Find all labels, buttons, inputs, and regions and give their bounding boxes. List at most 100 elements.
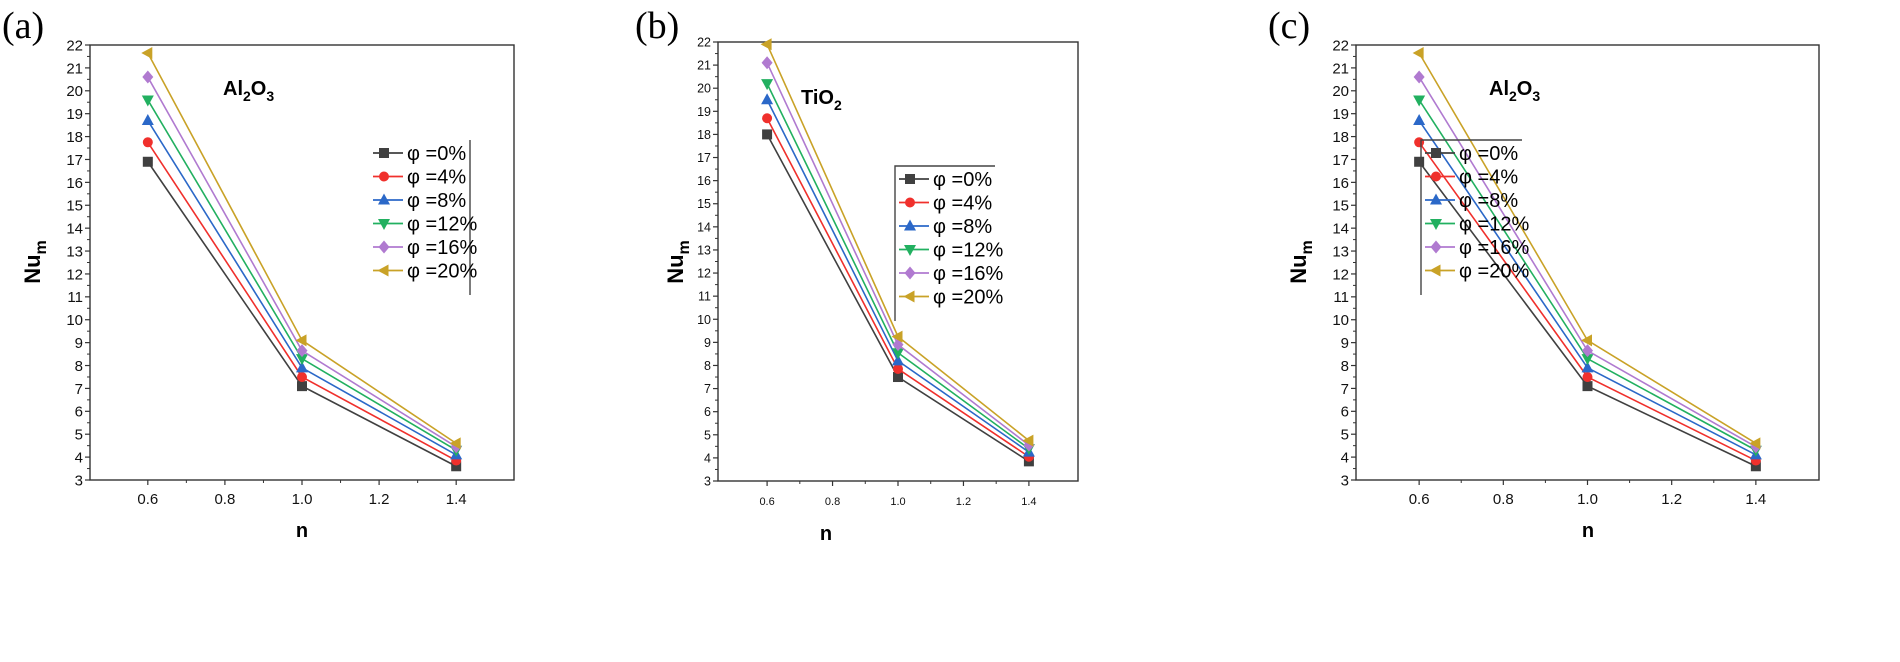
x-tick-label-b: 0.8 bbox=[825, 496, 840, 508]
x-tick-label-c: 1.4 bbox=[1745, 491, 1766, 508]
legend-b: φ =0%φ =4%φ =8%φ =12%φ =16%φ =20% bbox=[894, 165, 1003, 321]
y-tick-label-c: 7 bbox=[1341, 381, 1349, 398]
y-tick-label-a: 14 bbox=[66, 221, 83, 238]
data-point-a-3-0 bbox=[141, 95, 154, 107]
y-tick-label-b: 16 bbox=[697, 174, 711, 188]
y-tick-label-a: 3 bbox=[75, 472, 83, 489]
series-b-2 bbox=[761, 93, 1035, 457]
material-annotation-b: TiO2 bbox=[801, 87, 842, 113]
legend-c: φ =0%φ =4%φ =8%φ =12%φ =16%φ =20% bbox=[1420, 139, 1529, 295]
y-axis-title-sub-a: m bbox=[33, 240, 50, 254]
x-axis-title-c: n bbox=[1582, 520, 1594, 542]
legend-a: φ =0%φ =4%φ =8%φ =12%φ =16%φ =20% bbox=[373, 140, 477, 295]
panel-label-c: (c) bbox=[1268, 5, 1310, 47]
x-tick-label-a: 0.8 bbox=[214, 491, 235, 508]
legend-marker-b-4 bbox=[904, 266, 916, 280]
annotation-text: O bbox=[251, 78, 267, 100]
annotation-subscript: 2 bbox=[834, 97, 842, 113]
legend-marker-a-5 bbox=[377, 264, 389, 277]
legend-frame-b bbox=[894, 165, 995, 321]
data-point-c-2-0 bbox=[1413, 114, 1426, 126]
y-tick-label-a: 4 bbox=[75, 450, 83, 467]
data-point-a-5-1 bbox=[295, 334, 307, 347]
chart-svg-b: (b) 3 4 5 6 7 8 9 10 11 12 13 14 15 16 17 18 19 20 21 22 0.6 0… bbox=[635, 5, 1079, 545]
x-tick-label-b: 1.2 bbox=[956, 496, 971, 508]
y-tick-label-c: 22 bbox=[1332, 37, 1349, 54]
data-point-c-1-1 bbox=[1582, 371, 1593, 382]
legend-label-b-3: φ =12% bbox=[933, 240, 1003, 262]
y-axis-title-b: Num bbox=[663, 240, 693, 284]
legend-label-c-3: φ =12% bbox=[1459, 214, 1529, 236]
series-a-0 bbox=[142, 156, 462, 472]
y-tick-label-b: 19 bbox=[697, 105, 711, 119]
annotation-subscript: 2 bbox=[243, 88, 251, 104]
y-tick-label-a: 17 bbox=[66, 152, 83, 169]
y-tick-label-b: 14 bbox=[697, 220, 711, 234]
x-tick-label-a: 1.0 bbox=[292, 491, 313, 508]
data-point-a-5-0 bbox=[141, 47, 153, 60]
data-point-a-4-0 bbox=[142, 70, 154, 84]
y-tick-label-b: 6 bbox=[704, 405, 711, 419]
y-tick-label-c: 16 bbox=[1332, 175, 1349, 192]
y-tick-label-b: 21 bbox=[697, 59, 711, 73]
y-tick-label-c: 3 bbox=[1341, 472, 1349, 489]
y-tick-label-c: 15 bbox=[1332, 198, 1349, 215]
y-axis-title-c: Num bbox=[1286, 240, 1316, 284]
legend-label-c-1: φ =4% bbox=[1459, 167, 1518, 189]
data-point-b-0-0 bbox=[762, 129, 773, 140]
y-tick-label-b: 11 bbox=[698, 290, 711, 304]
data-point-c-0-2 bbox=[1750, 461, 1761, 472]
legend-label-a-2: φ =8% bbox=[407, 190, 466, 212]
x-tick-label-c: 0.8 bbox=[1493, 491, 1514, 508]
y-tick-label-a: 15 bbox=[66, 198, 83, 215]
data-point-c-4-1 bbox=[1582, 344, 1593, 358]
legend-label-b-5: φ =20% bbox=[933, 287, 1003, 309]
y-axis-title-sub-c: m bbox=[1299, 240, 1316, 254]
x-tick-label-c: 0.6 bbox=[1409, 491, 1430, 508]
panel-label-a: (a) bbox=[2, 5, 44, 47]
y-tick-label-a: 13 bbox=[66, 243, 83, 260]
y-tick-label-b: 18 bbox=[697, 128, 711, 142]
chart-svg-c: (c) 3 4 5 6 7 8 9 10 11 12 13 14 15 16 17 18 19 20 21 22 0.6 0… bbox=[1268, 5, 1820, 542]
y-tick-label-c: 9 bbox=[1341, 335, 1349, 352]
x-tick-label-b: 1.0 bbox=[890, 496, 905, 508]
x-tick-label-a: 1.4 bbox=[446, 491, 467, 508]
y-tick-label-c: 21 bbox=[1332, 60, 1349, 77]
y-axis-title-a: Num bbox=[20, 240, 50, 284]
data-point-a-2-1 bbox=[296, 361, 308, 373]
x-axis-title-b: n bbox=[820, 523, 832, 545]
chart-panel-b: (b) 3 4 5 6 7 8 9 10 11 12 13 14 15 16 17 18 19 20 21 22 0.6 0… bbox=[633, 0, 1266, 662]
data-point-a-5-2 bbox=[449, 437, 461, 450]
data-point-a-1-0 bbox=[142, 137, 153, 148]
data-point-c-4-0 bbox=[1413, 70, 1425, 84]
y-tick-label-c: 13 bbox=[1332, 243, 1349, 260]
y-tick-label-b: 9 bbox=[704, 336, 711, 350]
x-tick-label-b: 1.4 bbox=[1021, 496, 1036, 508]
y-tick-label-c: 4 bbox=[1341, 450, 1349, 467]
y-axis-title-sub-b: m bbox=[676, 240, 693, 254]
data-point-a-2-0 bbox=[141, 114, 154, 126]
legend-label-a-3: φ =12% bbox=[407, 214, 477, 236]
legend-label-c-0: φ =0% bbox=[1459, 143, 1518, 165]
data-point-a-3-1 bbox=[296, 354, 308, 366]
legend-marker-a-4 bbox=[378, 240, 390, 254]
y-tick-label-c: 20 bbox=[1332, 83, 1349, 100]
annotation-text: Al bbox=[1489, 78, 1509, 100]
data-point-c-0-1 bbox=[1582, 381, 1593, 392]
y-tick-label-a: 8 bbox=[75, 358, 83, 375]
data-point-b-1-1 bbox=[893, 363, 903, 374]
y-tick-label-a: 19 bbox=[66, 106, 83, 123]
legend-label-c-2: φ =8% bbox=[1459, 190, 1518, 212]
legend-marker-c-1 bbox=[1431, 171, 1441, 182]
legend-marker-b-1 bbox=[905, 197, 915, 208]
series-c-5 bbox=[1412, 47, 1761, 450]
data-point-c-0-0 bbox=[1414, 156, 1425, 167]
legend-label-a-5: φ =20% bbox=[407, 261, 477, 283]
data-point-a-0-1 bbox=[297, 381, 307, 392]
series-a-5 bbox=[141, 47, 461, 450]
material-annotation-c: Al2O3 bbox=[1489, 78, 1540, 104]
legend-frame-c bbox=[1420, 139, 1522, 295]
data-point-b-3-0 bbox=[761, 79, 774, 91]
y-tick-label-b: 7 bbox=[704, 382, 711, 396]
data-point-c-5-2 bbox=[1749, 437, 1761, 450]
